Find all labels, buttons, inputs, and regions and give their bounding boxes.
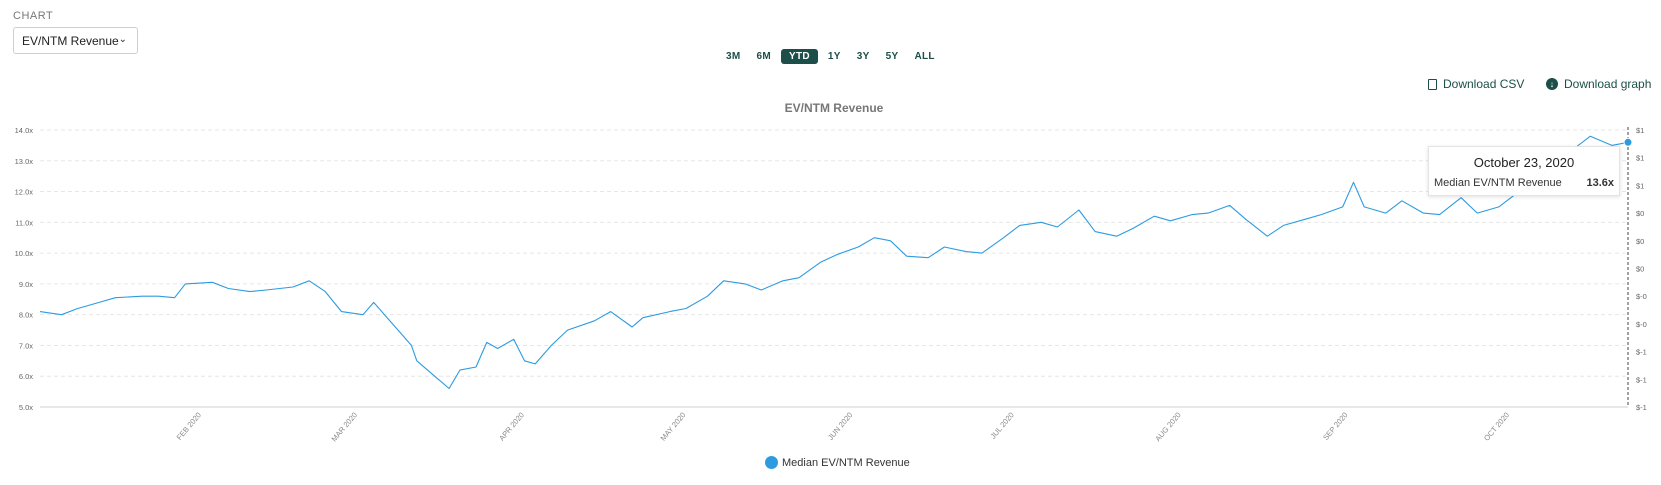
x-tick-label: MAR 2020 bbox=[329, 411, 359, 444]
y2-tick-label: $0 bbox=[1636, 209, 1644, 218]
chevron-down-icon: ⌄ bbox=[118, 34, 127, 45]
y-tick-label: 5.0x bbox=[19, 403, 33, 412]
chart-selector-label: CHART bbox=[13, 10, 54, 22]
x-tick-label: APR 2020 bbox=[497, 411, 526, 443]
y2-tick-label: $-0 bbox=[1636, 292, 1647, 301]
range-6m[interactable]: 6M bbox=[756, 51, 771, 62]
x-tick-label: SEP 2020 bbox=[1321, 411, 1350, 443]
tooltip-series-name: Median EV/NTM Revenue bbox=[1434, 177, 1562, 189]
y-tick-label: 11.0x bbox=[15, 218, 33, 227]
y2-tick-label: $0 bbox=[1636, 265, 1644, 274]
y2-tick-label: $1 bbox=[1636, 154, 1644, 163]
time-range-selector: 3M 6M YTD 1Y 3Y 5Y ALL bbox=[720, 49, 941, 64]
y2-tick-label: $1 bbox=[1636, 126, 1644, 135]
range-1y[interactable]: 1Y bbox=[827, 51, 841, 62]
y-tick-label: 10.0x bbox=[15, 249, 34, 258]
y-tick-label: 13.0x bbox=[15, 157, 34, 166]
download-graph-label: Download graph bbox=[1564, 77, 1652, 91]
chart-tooltip: October 23, 2020 Median EV/NTM Revenue 1… bbox=[1428, 146, 1620, 196]
x-tick-label: AUG 2020 bbox=[1153, 411, 1182, 444]
range-3y[interactable]: 3Y bbox=[856, 51, 870, 62]
x-tick-label: FEB 2020 bbox=[175, 411, 203, 442]
download-csv-label: Download CSV bbox=[1443, 77, 1525, 91]
y2-tick-label: $-1 bbox=[1636, 375, 1647, 384]
y2-tick-label: $-1 bbox=[1636, 403, 1647, 412]
y-tick-label: 14.0x bbox=[15, 126, 34, 135]
chart-type-select-value: EV/NTM Revenue bbox=[22, 33, 119, 48]
chart-type-select[interactable]: EV/NTM Revenue ⌄ bbox=[13, 27, 138, 54]
y2-tick-label: $0 bbox=[1636, 237, 1644, 246]
line-chart: EV/NTM Revenue 5.0x 6.0x 7.0x 8.0x 9.0x 10.0x 1… bbox=[15, 101, 1647, 444]
x-tick-label: JUN 2020 bbox=[826, 411, 854, 442]
tooltip-date: October 23, 2020 bbox=[1473, 155, 1575, 170]
chart-legend[interactable]: Median EV/NTM Revenue bbox=[765, 456, 910, 469]
range-ytd[interactable]: YTD bbox=[781, 49, 818, 64]
hover-point bbox=[1623, 137, 1633, 147]
chart-title: EV/NTM Revenue bbox=[785, 101, 884, 115]
range-all[interactable]: ALL bbox=[914, 51, 935, 62]
y-tick-label: 8.0x bbox=[19, 311, 33, 320]
x-tick-label: MAY 2020 bbox=[659, 411, 688, 443]
x-tick-label: OCT 2020 bbox=[1482, 411, 1511, 443]
y-tick-label: 6.0x bbox=[19, 372, 33, 381]
file-icon bbox=[1428, 78, 1437, 90]
x-tick-label: JUL 2020 bbox=[989, 411, 1016, 441]
download-csv-button[interactable]: Download CSV bbox=[1428, 77, 1524, 91]
y-tick-label: 12.0x bbox=[15, 188, 34, 197]
legend-marker-icon bbox=[765, 456, 778, 469]
y2-tick-label: $-1 bbox=[1636, 348, 1647, 357]
download-graph-button[interactable]: ↓ Download graph bbox=[1546, 77, 1651, 91]
range-5y[interactable]: 5Y bbox=[885, 51, 899, 62]
tooltip-row: Median EV/NTM Revenue 13.6x bbox=[1434, 177, 1614, 189]
tooltip-value: 13.6x bbox=[1586, 177, 1614, 189]
legend-label: Median EV/NTM Revenue bbox=[782, 456, 910, 469]
y2-tick-label: $-0 bbox=[1636, 320, 1647, 329]
download-icon: ↓ bbox=[1546, 78, 1558, 90]
series-line bbox=[39, 135, 1629, 390]
range-3m[interactable]: 3M bbox=[726, 51, 741, 62]
y-tick-label: 9.0x bbox=[19, 280, 33, 289]
y-tick-label: 7.0x bbox=[19, 341, 33, 350]
y2-tick-label: $1 bbox=[1636, 181, 1644, 190]
